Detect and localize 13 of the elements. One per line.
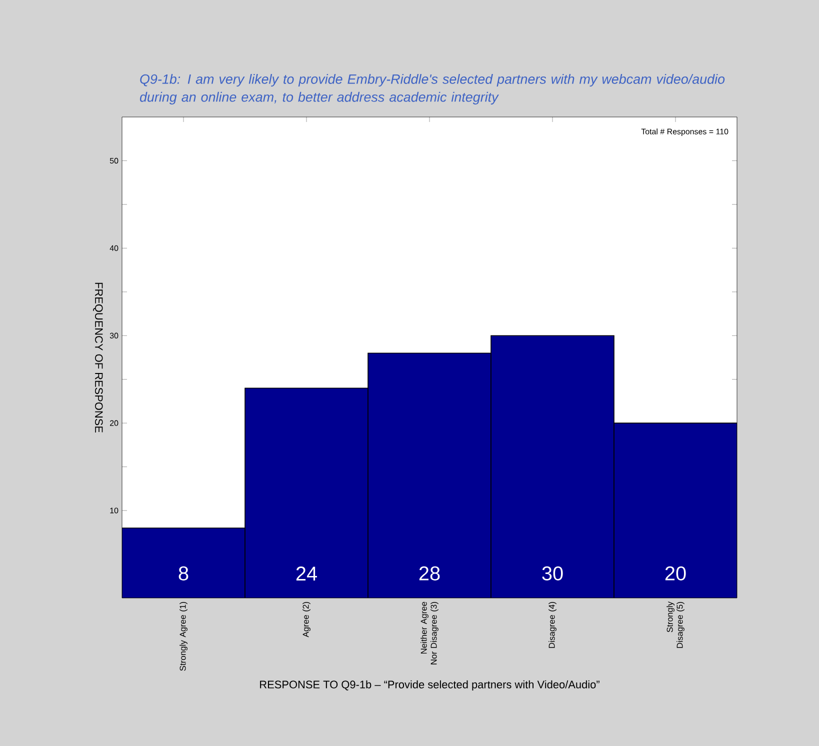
x-tick-label: Agree (2) — [302, 602, 310, 638]
data-label: 30 — [542, 566, 563, 580]
chart-title: Q9-1b: I am very likely to provide Embry-Riddle's selected partners with my webcam video/audio during an online exam, to better address academic integrity — [140, 74, 725, 104]
data-label: 28 — [419, 566, 440, 580]
x-axis-title: RESPONSE TO Q9-1b – “Provide selected partners with Video/Audio” — [260, 680, 600, 691]
data-label: 8 — [178, 566, 188, 580]
x-tick-label: Neither Agree Nor Disagree (3) — [420, 602, 438, 664]
x-tick-label: Strongly Agree (1) — [180, 602, 188, 671]
data-label: 20 — [665, 566, 686, 580]
data-label: 24 — [296, 566, 317, 580]
y-axis-title: FREQUENCY OF RESPONSE — [93, 282, 103, 432]
x-tick-label: Disagree (4) — [548, 602, 556, 648]
x-tick-label: Strongly Disagree (5) — [666, 602, 684, 648]
